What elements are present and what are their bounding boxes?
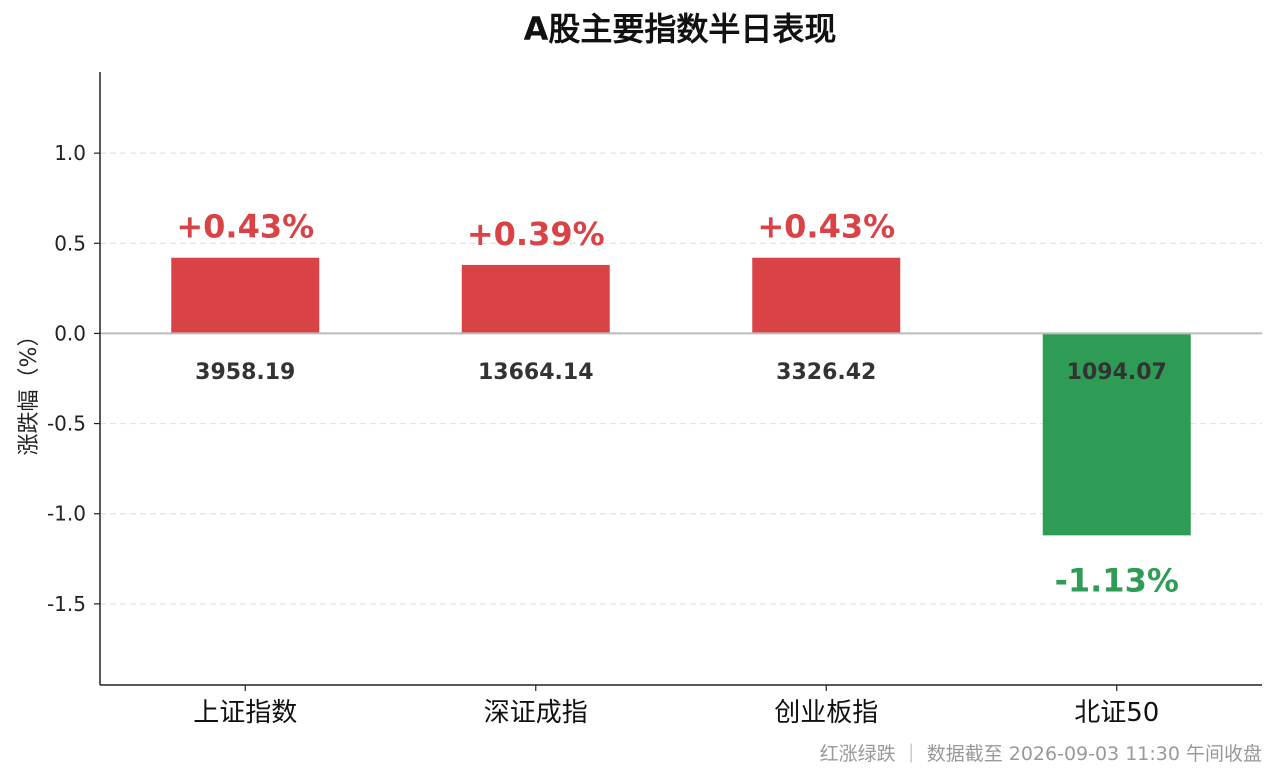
percent-label: +0.43% (757, 208, 895, 246)
x-tick-label: 北证50 (1074, 698, 1159, 728)
axes-layer: 1.0 0.5 0.0 -0.5 -1.0 -1.5 上证指数 深证成指 创业板指 北证50 (47, 72, 1262, 728)
y-tick-label: -1.5 (47, 592, 86, 616)
percent-label: +0.43% (176, 208, 314, 246)
labels-layer: +0.43% 3958.19 +0.39% 13664.14 +0.43% 3326.42… (176, 208, 1179, 600)
bar (461, 264, 610, 334)
y-tick-label: -0.5 (47, 412, 86, 436)
footnote: 红涨绿跌 ｜ 数据截至 2026-09-03 11:30 午间收盘 (820, 743, 1262, 765)
chart-title: A股主要指数半日表现 (524, 10, 837, 48)
x-tick-label: 上证指数 (193, 698, 297, 728)
index-level-label: 3958.19 (195, 360, 295, 385)
bar (752, 257, 901, 334)
y-tick-label: 1.0 (54, 141, 86, 165)
index-level-label: 13664.14 (478, 360, 594, 385)
bars-layer (171, 257, 1191, 536)
y-tick-label: 0.0 (54, 321, 86, 345)
bar (1042, 333, 1191, 536)
y-tick-label: 0.5 (54, 231, 86, 255)
index-level-label: 3326.42 (776, 360, 876, 385)
x-tick-label: 深证成指 (484, 698, 588, 728)
grid-layer (100, 152, 1262, 605)
y-axis-label: 涨跌幅（%） (17, 325, 42, 456)
percent-label: -1.13% (1055, 561, 1179, 599)
y-tick-label: -1.0 (47, 502, 86, 526)
x-tick-label: 创业板指 (774, 698, 878, 728)
index-level-label: 1094.07 (1067, 360, 1167, 385)
bar (171, 257, 320, 334)
percent-label: +0.39% (467, 215, 605, 253)
